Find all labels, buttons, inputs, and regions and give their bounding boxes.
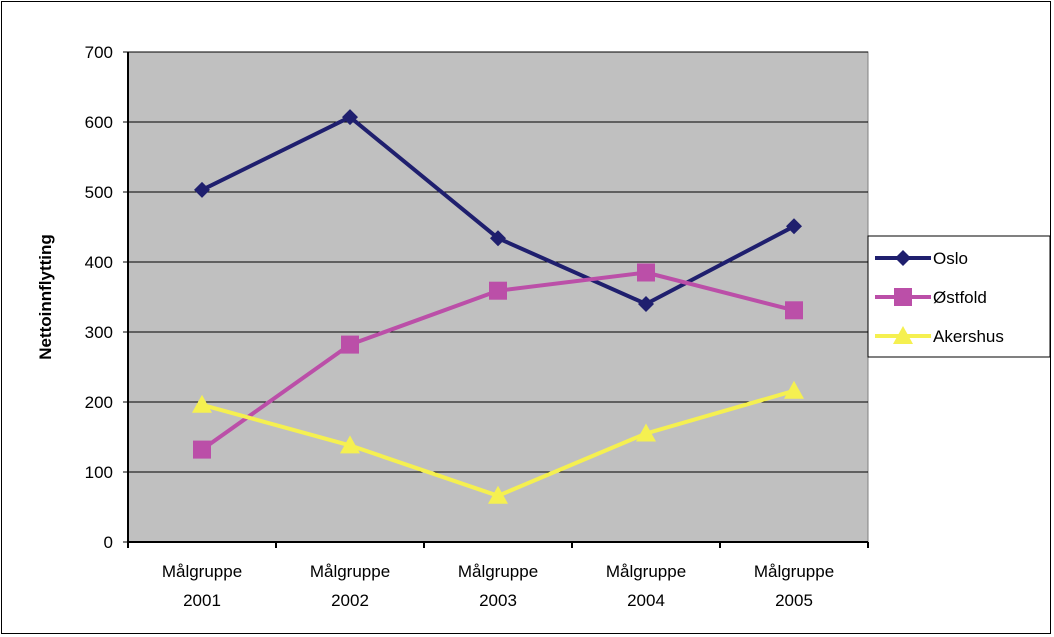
legend-label: Østfold — [933, 288, 987, 307]
data-point — [636, 423, 656, 442]
legend-marker — [894, 288, 912, 306]
data-point — [637, 263, 655, 282]
series-0 — [194, 109, 802, 312]
x-tick-labels: Målgruppe 2001 Målgruppe 2002 Målgruppe 2003 M… — [162, 562, 834, 610]
x-tick-label: 2001 — [183, 591, 221, 610]
y-tick-label: 700 — [85, 43, 113, 62]
data-point — [638, 296, 654, 312]
data-point — [192, 394, 212, 413]
data-point — [194, 181, 210, 198]
legend-marker — [895, 250, 911, 266]
series-1 — [193, 263, 803, 459]
data-point — [342, 109, 358, 126]
legend-label: Akershus — [933, 327, 1004, 346]
legend-marker — [893, 326, 913, 344]
y-tick-label: 200 — [85, 393, 113, 412]
y-tick-labels: 0 100 200 300 400 500 600 700 — [85, 43, 113, 552]
data-point — [785, 301, 803, 320]
legend-item: Østfold — [875, 288, 987, 307]
x-tick-label: Målgruppe — [754, 562, 834, 581]
data-point — [786, 218, 802, 235]
x-tick-label: 2004 — [627, 591, 665, 610]
x-tick-label: Målgruppe — [310, 562, 390, 581]
y-tick-label: 300 — [85, 323, 113, 342]
data-point — [490, 230, 506, 247]
legend-label: Oslo — [933, 249, 968, 268]
data-point — [341, 335, 359, 354]
x-tick-label: 2005 — [775, 591, 813, 610]
data-point — [488, 485, 508, 504]
legend-item: Oslo — [875, 249, 968, 268]
axes — [123, 51, 869, 548]
x-tick-label: 2003 — [479, 591, 517, 610]
legend: Oslo Østfold Akershus — [867, 235, 1051, 358]
data-point — [784, 380, 804, 399]
series-2 — [192, 380, 804, 504]
legend-item: Akershus — [875, 326, 1004, 346]
x-tick-label: Målgruppe — [162, 562, 242, 581]
gridlines — [128, 51, 868, 473]
x-tick-label: Målgruppe — [458, 562, 538, 581]
y-tick-label: 100 — [85, 463, 113, 482]
y-tick-label: 0 — [104, 533, 113, 552]
data-point — [489, 281, 507, 300]
y-tick-label: 500 — [85, 183, 113, 202]
x-tick-label: 2002 — [331, 591, 369, 610]
y-tick-label: 400 — [85, 253, 113, 272]
series-layer — [192, 109, 804, 504]
y-tick-label: 600 — [85, 113, 113, 132]
y-axis-title: Nettoinnflytting — [36, 234, 55, 360]
x-tick-label: Målgruppe — [606, 562, 686, 581]
data-point — [193, 440, 211, 459]
data-point — [340, 435, 360, 454]
